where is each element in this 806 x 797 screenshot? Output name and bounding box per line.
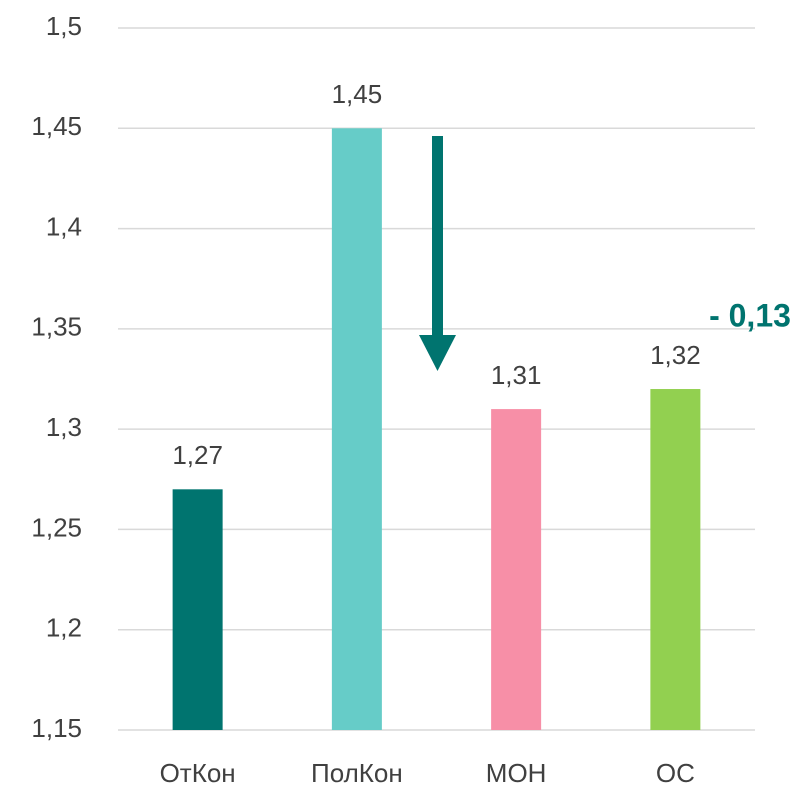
y-tick-label: 1,3 [46, 412, 82, 442]
y-tick-label: 1,4 [46, 211, 82, 241]
trend-arrow [419, 136, 456, 371]
y-tick-label: 1,35 [31, 312, 82, 342]
y-tick-label: 1,45 [31, 111, 82, 141]
x-tick-label: МОН [486, 758, 547, 788]
value-label: 1,31 [491, 360, 542, 390]
value-label: 1,27 [172, 440, 223, 470]
x-tick-label: ОС [656, 758, 695, 788]
value-label: 1,32 [650, 340, 701, 370]
x-tick-label: ОтКон [160, 758, 236, 788]
y-tick-label: 1,25 [31, 512, 82, 542]
bar [172, 489, 223, 730]
bar [650, 389, 701, 730]
bar [331, 128, 382, 731]
y-tick-label: 1,5 [46, 11, 82, 41]
annotation: - 0,13 [709, 297, 791, 333]
bar [491, 409, 542, 730]
y-tick-label: 1,15 [31, 713, 82, 743]
x-tick-label: ПолКон [311, 758, 403, 788]
value-label: 1,45 [332, 79, 383, 109]
y-tick-label: 1,2 [46, 613, 82, 643]
